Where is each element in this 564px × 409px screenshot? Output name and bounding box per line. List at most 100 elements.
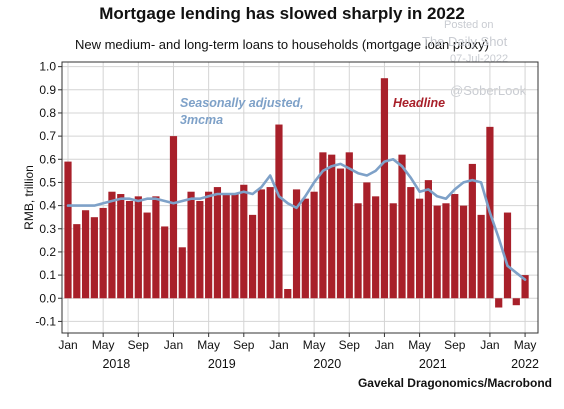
bar-headline [495,298,503,308]
x-year-label: 2019 [208,357,236,371]
bar-headline [64,161,72,299]
bar-headline [310,191,318,299]
bar-headline [266,187,274,299]
y-tick-label: 0.9 [39,83,56,97]
bar-headline [433,205,441,299]
bar-headline [292,189,301,299]
y-tick-label: -0.1 [35,314,56,328]
bar-headline [134,196,142,299]
year-labels: 2018 2019 2020 2021 2022 [102,357,539,371]
x-tick-label: May [92,338,115,352]
x-year-label: 2018 [102,357,130,371]
bar-headline [512,298,520,306]
y-tick-label: 0.3 [39,222,56,236]
x-tick-label: Sep [444,338,466,352]
y-tick-label: 0.4 [39,199,56,213]
x-year-label: 2022 [511,357,539,371]
annotation-headline: Headline [393,96,445,110]
y-tick-label: 0.2 [39,245,56,259]
x-tick-label: Jan [480,338,499,352]
bar-headline [196,200,204,299]
bar-headline [90,217,98,299]
x-tick-label: May [197,338,220,352]
watermark-site: The Daily Shot [422,34,508,49]
y-tick-label: 0.0 [39,291,56,305]
annotation-seasonally-adjusted: Seasonally adjusted, 3mcma [180,96,307,127]
x-tick-label: May [408,338,431,352]
x-tick-label: Jan [375,338,394,352]
annotation-sa-line-1: Seasonally adjusted, [180,96,304,110]
bar-headline [169,136,178,299]
bar-headline [222,194,230,299]
x-tick-label: Jan [269,338,288,352]
bar-headline [372,196,380,299]
bar-headline [161,226,169,299]
bar-headline [380,78,389,299]
y-tick-label: 0.7 [39,129,56,143]
y-tick-label: 1.0 [39,60,56,74]
x-year-label: 2021 [419,357,447,371]
bar-headline [248,214,257,299]
x-tick-label: May [514,338,537,352]
x-tick-label: Sep [233,338,255,352]
x-tick-label: May [303,338,326,352]
x-tick-label: Sep [339,338,361,352]
y-tick-label: 0.1 [39,268,56,282]
x-tick-label: Sep [128,338,150,352]
y-axis-label: RMB, trillion [22,165,36,230]
bar-headline [143,212,151,299]
bar-headline [398,154,406,299]
bar-headline [108,191,116,299]
plot-frame [61,61,539,334]
chart-title: Mortgage lending has slowed sharply in 2… [99,4,465,23]
x-year-label: 2020 [313,357,341,371]
bar-headline [205,191,213,299]
bar-headline [152,196,160,299]
line-seasonally-adjusted [66,158,527,282]
bar-headline [451,194,459,299]
bar-headline [468,163,476,299]
bar-headline [328,154,336,299]
bar-headline [336,168,345,299]
x-tick-label: Jan [164,338,183,352]
bar-headline [442,203,450,299]
bar-headline [257,189,265,299]
bar-headline [459,205,468,299]
watermark-posted: Posted on [444,19,494,31]
chart-subtitle: New medium- and long-term loans to house… [74,37,490,52]
y-ticks: -0.1 0.0 0.1 0.2 0.3 0.4 0.5 0.6 0.7 0.8 0.9 1.0 [35,60,62,328]
bar-headline [213,187,222,299]
bar-headline [117,194,125,299]
x-tick-label: Jan [58,338,77,352]
source-note: Gavekal Dragonomics/Macrobond [357,376,552,390]
watermark-handle: @SoberLook [450,83,527,98]
bar-headline [363,182,371,299]
bar-headline [389,203,397,299]
bar-headline [187,191,195,299]
bar-headline [319,152,327,299]
bar-headline [178,247,186,299]
bar-headline [284,288,292,299]
bar-headline [125,200,134,299]
bar-headline [99,207,107,299]
bar-headline [503,212,512,299]
bar-headline [521,275,529,299]
bar-headline [354,203,362,299]
y-tick-label: 0.5 [39,175,56,189]
y-tick-label: 0.6 [39,152,56,166]
bar-headline [240,184,248,299]
bar-headline [407,187,415,299]
bar-headline [231,194,239,299]
bar-headline [477,214,485,299]
bar-headline [345,152,353,299]
bar-headline [416,198,424,299]
bar-headline [301,198,309,299]
annotation-sa-line-2: 3mcma [180,113,223,127]
line-layer [66,158,527,282]
bar-headline [81,210,90,299]
bar-headline [275,124,283,299]
bar-headline [424,180,432,299]
bar-headline [73,224,81,299]
y-tick-label: 0.8 [39,106,56,120]
